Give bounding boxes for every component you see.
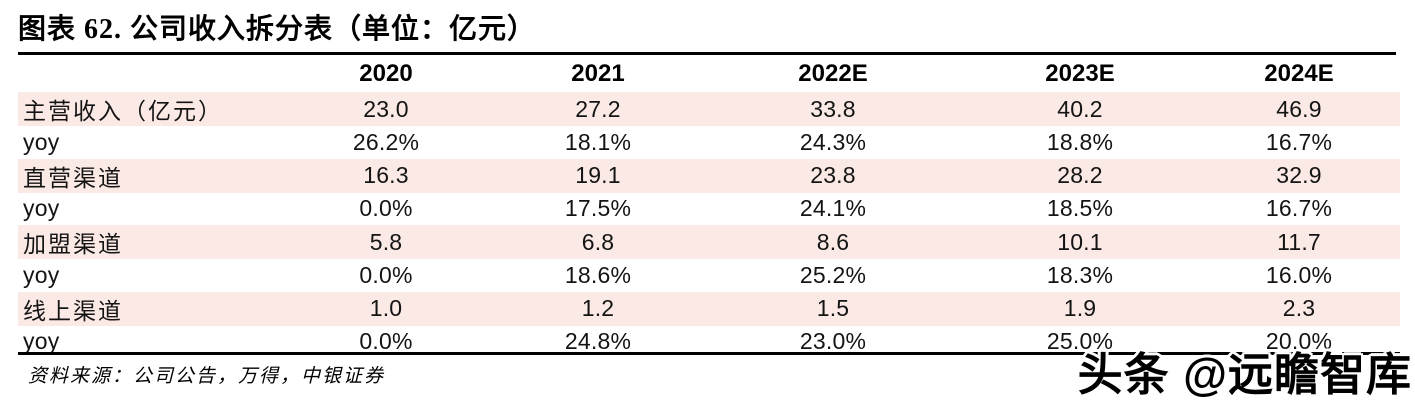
header-row: 2020 2021 2022E 2023E 2024E — [18, 55, 1400, 92]
table-row-yoy: yoy 0.0% 18.6% 25.2% 18.3% 16.0% — [18, 259, 1400, 292]
table-row-online-channel: 线上渠道 1.0 1.2 1.5 1.9 2.3 — [18, 291, 1400, 326]
table-cell: 2.3 — [1198, 291, 1400, 326]
table-cell: 5.8 — [280, 225, 492, 259]
table-cell: 25.0% — [1046, 328, 1114, 355]
table-cell: 46.9 — [1198, 92, 1400, 126]
row-label: yoy — [23, 261, 60, 288]
table-row-yoy: yoy 0.0% 17.5% 24.1% 18.5% 16.7% — [18, 193, 1400, 226]
table-cell: 0.0% — [359, 261, 413, 288]
row-label: 直营渠道 — [18, 158, 280, 193]
table-cell: 24.1% — [799, 195, 867, 222]
table-cell: 16.3 — [280, 158, 492, 193]
table-cell: 18.6% — [564, 261, 632, 288]
table-cell: 0.0% — [359, 195, 413, 222]
header-2022e: 2022E — [798, 59, 868, 87]
table-cell: 8.6 — [704, 225, 962, 259]
table-cell: 6.8 — [492, 225, 704, 259]
row-label: yoy — [23, 328, 60, 355]
table-row-franchise-channel: 加盟渠道 5.8 6.8 8.6 10.1 11.7 — [18, 225, 1400, 259]
table-cell: 24.8% — [564, 328, 632, 355]
revenue-table: 2020 2021 2022E 2023E 2024E 主营收入（亿元） 23.… — [18, 55, 1400, 358]
row-label: 线上渠道 — [18, 291, 280, 326]
table-cell: 28.2 — [962, 158, 1198, 193]
row-label: yoy — [23, 128, 60, 155]
table-row-yoy: yoy 0.0% 24.8% 23.0% 25.0% 20.0% — [18, 326, 1400, 359]
table-cell: 23.0% — [799, 328, 867, 355]
table-cell: 1.9 — [962, 291, 1198, 326]
table-cell: 27.2 — [492, 92, 704, 126]
table-cell: 16.7% — [1265, 128, 1333, 155]
table-row-yoy: yoy 26.2% 18.1% 24.3% 18.8% 16.7% — [18, 126, 1400, 159]
table-cell: 18.3% — [1046, 261, 1114, 288]
table-cell: 0.0% — [359, 328, 413, 355]
source-note: 资料来源：公司公告，万得，中银证券 — [28, 366, 386, 387]
header-2021: 2021 — [571, 59, 625, 87]
table-cell: 26.2% — [352, 128, 420, 155]
figure-title: 图表 62. 公司收入拆分表（单位：亿元） — [18, 14, 537, 45]
watermark-toutiao: 头条 @远瞻智库 — [1077, 349, 1412, 400]
table-cell: 18.1% — [564, 128, 632, 155]
header-2020: 2020 — [359, 59, 413, 87]
table-cell: 40.2 — [962, 92, 1198, 126]
table-cell: 1.5 — [704, 291, 962, 326]
table-cell: 23.0 — [280, 92, 492, 126]
table-cell: 33.8 — [704, 92, 962, 126]
table-cell: 16.0% — [1265, 261, 1333, 288]
table-cell: 10.1 — [962, 225, 1198, 259]
table-row-main-revenue: 主营收入（亿元） 23.0 27.2 33.8 40.2 46.9 — [18, 92, 1400, 126]
row-label: 加盟渠道 — [18, 225, 280, 259]
header-blank — [18, 55, 280, 92]
table-cell: 17.5% — [564, 195, 632, 222]
row-label: yoy — [23, 195, 60, 222]
table-cell: 19.1 — [492, 158, 704, 193]
row-label: 主营收入（亿元） — [18, 92, 280, 126]
table-cell: 11.7 — [1198, 225, 1400, 259]
title-rule — [18, 52, 1396, 55]
table-row-direct-channel: 直营渠道 16.3 19.1 23.8 28.2 32.9 — [18, 158, 1400, 193]
table-cell: 16.7% — [1265, 195, 1333, 222]
table-cell: 32.9 — [1198, 158, 1400, 193]
header-2023e: 2023E — [1045, 59, 1115, 87]
table-cell: 24.3% — [799, 128, 867, 155]
table-cell: 1.2 — [492, 291, 704, 326]
table-cell: 18.5% — [1046, 195, 1114, 222]
table-cell: 23.8 — [704, 158, 962, 193]
table-cell: 25.2% — [799, 261, 867, 288]
table-cell: 20.0% — [1265, 328, 1333, 355]
table-cell: 18.8% — [1046, 128, 1114, 155]
table-cell: 1.0 — [280, 291, 492, 326]
table-bottom-rule — [18, 352, 1400, 355]
header-2024e: 2024E — [1264, 59, 1334, 87]
